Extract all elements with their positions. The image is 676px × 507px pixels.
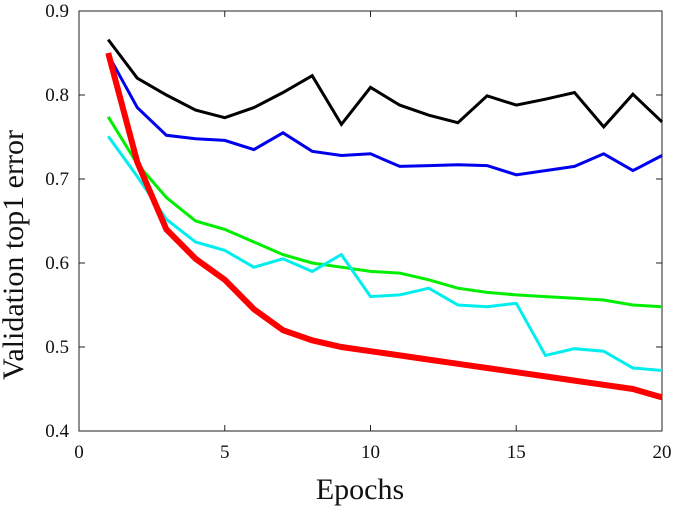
tick-layer: 0 5 10 15 20 0.4 0.5 0.6 0.7 0.8 0.9 — [45, 1, 671, 463]
y-tick-label: 0.8 — [45, 85, 69, 106]
x-tick-label: 10 — [361, 442, 380, 463]
y-tick-label: 0.4 — [45, 421, 69, 442]
y-tick-label: 0.5 — [45, 337, 69, 358]
series-line-1 — [107, 38, 664, 130]
y-tick-label: 0.7 — [45, 169, 69, 190]
x-tick-label: 5 — [220, 442, 230, 463]
x-tick-label: 0 — [74, 442, 84, 463]
series-line-3 — [106, 116, 663, 309]
y-axis-title: Validation top1 error — [0, 130, 30, 380]
x-axis-title: Epochs — [316, 473, 404, 506]
series-line-2 — [106, 53, 663, 177]
x-tick-label: 15 — [507, 442, 526, 463]
plot-frame — [78, 10, 663, 432]
series-layer — [105, 38, 664, 401]
y-tick-label: 0.6 — [45, 253, 69, 274]
y-tick-label: 0.9 — [45, 1, 69, 22]
series-line-5 — [105, 52, 663, 401]
x-tick-label: 20 — [653, 442, 672, 463]
series-line-4 — [106, 135, 663, 372]
